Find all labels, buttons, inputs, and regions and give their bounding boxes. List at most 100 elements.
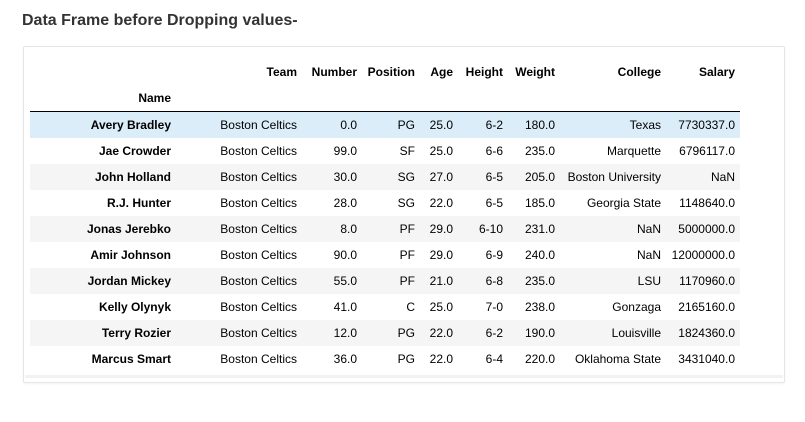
table-cell: 6796117.0 xyxy=(679,143,735,158)
table-cell: Marquette xyxy=(606,143,661,158)
table-cell: 1824360.0 xyxy=(678,325,735,340)
table-cell: Boston Celtics xyxy=(220,273,297,288)
table-cell: SF xyxy=(399,143,415,158)
table-cell: 25.0 xyxy=(429,299,453,314)
table-row: Marcus Smart Boston Celtics 36.0 PG 22.0 6-4 2… xyxy=(30,346,740,372)
table-cell: 22.0 xyxy=(429,351,453,366)
table-cell: 27.0 xyxy=(429,169,453,184)
table-cell: 41.0 xyxy=(333,299,357,314)
table-row: Jae Crowder Boston Celtics 99.0 SF 25.0 6-6 23… xyxy=(30,138,740,164)
table-cell: 238.0 xyxy=(524,299,555,314)
row-index-name: R.J. Hunter xyxy=(106,195,171,210)
table-cell: 231.0 xyxy=(524,221,555,236)
table-cell: 12.0 xyxy=(333,325,357,340)
table-cell: 36.0 xyxy=(333,351,357,366)
table-cell: 6-5 xyxy=(485,195,503,210)
table-row: R.J. Hunter Boston Celtics 28.0 SG 22.0 6-5 18… xyxy=(30,190,740,216)
table-cell: 185.0 xyxy=(524,195,555,210)
table-cell: 28.0 xyxy=(333,195,357,210)
table-cell: LSU xyxy=(637,273,661,288)
table-cell: Boston Celtics xyxy=(220,169,297,184)
table-cell: 99.0 xyxy=(333,143,357,158)
table-cell: Boston Celtics xyxy=(220,195,297,210)
table-cell: 6-6 xyxy=(485,143,503,158)
table-cell: 2165160.0 xyxy=(678,299,735,314)
table-cell: 6-2 xyxy=(485,325,503,340)
table-cell: PG xyxy=(397,117,415,132)
table-cell: 7-0 xyxy=(485,299,503,314)
table-cell: 6-10 xyxy=(478,221,503,236)
column-header: Team xyxy=(266,65,297,79)
table-cell: Boston Celtics xyxy=(220,117,297,132)
index-name-header: Name xyxy=(30,85,176,112)
table-cell: PF xyxy=(399,247,415,262)
table-cell: 6-9 xyxy=(485,247,503,262)
table-cell: Boston Celtics xyxy=(220,351,297,366)
table-cell: Boston Celtics xyxy=(220,221,297,236)
table-cell: NaN xyxy=(636,221,661,236)
column-header-row: Team Number Position Age Height Weight C… xyxy=(30,59,740,85)
table-row: Jonas Jerebko Boston Celtics 8.0 PF 29.0 6-10… xyxy=(30,215,740,242)
column-header: Age xyxy=(430,65,453,79)
table-cell: 190.0 xyxy=(524,325,555,340)
row-index-name: Jonas Jerebko xyxy=(86,221,171,236)
table-cell: 29.0 xyxy=(429,221,453,236)
table-cell: PG xyxy=(397,325,415,340)
row-index-name: Avery Bradley xyxy=(90,117,171,132)
page-heading: Data Frame before Dropping values- xyxy=(22,12,298,29)
table-cell: PG xyxy=(397,351,415,366)
table-cell: Boston Celtics xyxy=(220,247,297,262)
table-cell: 235.0 xyxy=(524,273,555,288)
table-cell: 205.0 xyxy=(524,169,555,184)
table-cell: Boston University xyxy=(567,169,661,184)
table-cell: 25.0 xyxy=(429,117,453,132)
table-cell: Georgia State xyxy=(586,195,661,210)
row-index-name: Terry Rozier xyxy=(101,325,171,340)
table-cell: SG xyxy=(397,169,415,184)
table-cell: 22.0 xyxy=(429,195,453,210)
table-cell: PF xyxy=(399,273,415,288)
column-header: Height xyxy=(465,65,503,79)
table-cell: 5000000.0 xyxy=(678,221,735,236)
table-cell: NaN xyxy=(636,247,661,262)
table-cell: NaN xyxy=(710,169,735,184)
table-cell: 55.0 xyxy=(333,273,357,288)
dataframe-table: Team Number Position Age Height Weight C… xyxy=(30,59,740,372)
table-cell: Gonzaga xyxy=(612,299,661,314)
table-cell: 220.0 xyxy=(524,351,555,366)
table-cell: 25.0 xyxy=(429,143,453,158)
table-cell: 90.0 xyxy=(333,247,357,262)
table-cell: 0.0 xyxy=(340,117,357,132)
table-row: Kelly Olynyk Boston Celtics 41.0 C 25.0 7-0 23… xyxy=(30,294,740,320)
row-index-name: Kelly Olynyk xyxy=(98,299,171,314)
column-header: Weight xyxy=(515,65,555,79)
table-cell: C xyxy=(406,299,415,314)
table-cell: Louisville xyxy=(611,325,661,340)
column-header: Number xyxy=(311,65,357,79)
table-row: Jordan Mickey Boston Celtics 55.0 PF 21.0 6-8… xyxy=(30,267,740,294)
table-cell: 3431040.0 xyxy=(678,351,735,366)
row-index-name: Jae Crowder xyxy=(98,143,171,158)
table-cell: 7730337.0 xyxy=(678,117,735,132)
row-index-name: Jordan Mickey xyxy=(87,273,171,288)
table-cell: 240.0 xyxy=(524,247,555,262)
row-index-name: John Holland xyxy=(95,169,171,184)
column-header: Salary xyxy=(698,65,735,79)
table-cell: Boston Celtics xyxy=(220,299,297,314)
table-cell: Boston Celtics xyxy=(220,143,297,158)
table-cell: Texas xyxy=(629,117,661,132)
table-cell: 12000000.0 xyxy=(671,247,735,262)
table-cell: PF xyxy=(399,221,415,236)
table-cell: 6-5 xyxy=(485,169,503,184)
table-cell: 6-8 xyxy=(485,273,503,288)
table-cell: Oklahoma State xyxy=(574,351,661,366)
table-cell: 180.0 xyxy=(524,117,555,132)
table-cell: 6-2 xyxy=(485,117,503,132)
table-cell: 30.0 xyxy=(333,169,357,184)
horizontal-scrollbar[interactable] xyxy=(25,375,783,378)
table-cell: SG xyxy=(397,195,415,210)
row-index-name: Amir Johnson xyxy=(90,247,171,262)
table-cell: 1170960.0 xyxy=(679,273,735,288)
row-index-name: Marcus Smart xyxy=(91,351,171,366)
